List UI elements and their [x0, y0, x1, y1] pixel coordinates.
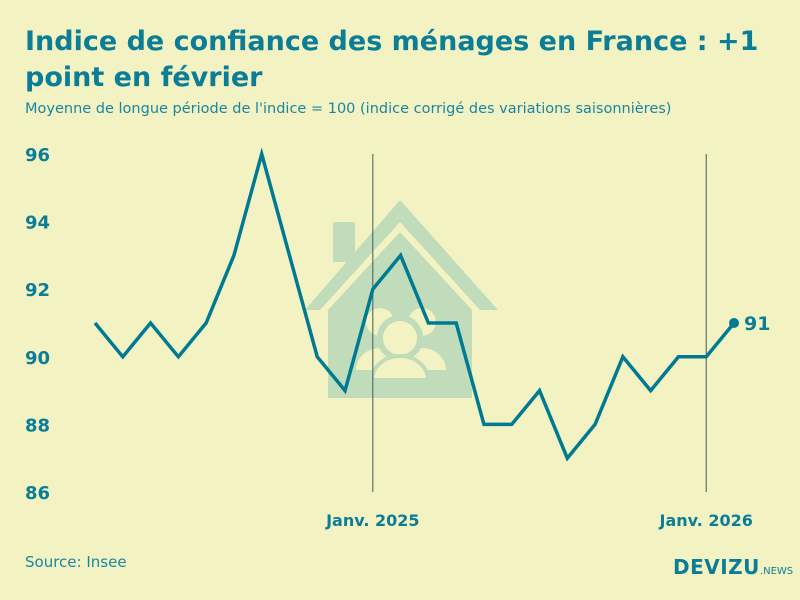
y-tick-label: 88 — [25, 415, 50, 436]
logo-main: DEVIZU — [673, 555, 760, 579]
logo-suffix: .NEWS — [759, 566, 794, 577]
last-value-label: 91 — [744, 313, 770, 335]
source-note: Source: Insee — [25, 553, 127, 571]
devizu-logo: DEVIZU.NEWS — [673, 555, 793, 579]
x-tick-label: Janv. 2025 — [325, 511, 419, 530]
last-point-marker — [729, 318, 739, 328]
series-line — [93, 147, 736, 462]
y-tick-label: 86 — [25, 483, 50, 504]
y-tick-label: 96 — [25, 145, 50, 166]
y-tick-label: 94 — [25, 213, 50, 234]
y-tick-label: 90 — [25, 348, 50, 369]
x-tick-label: Janv. 2026 — [658, 511, 752, 530]
y-tick-label: 92 — [25, 280, 50, 301]
chart-subtitle: Moyenne de longue période de l'indice = … — [25, 101, 672, 117]
chart-title: Indice de confiance des ménages en Franc… — [25, 26, 759, 93]
